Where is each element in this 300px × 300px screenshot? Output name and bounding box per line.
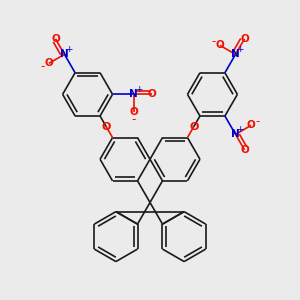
Text: -: -: [132, 113, 136, 126]
Text: N: N: [60, 49, 69, 59]
Text: N: N: [231, 49, 240, 59]
Text: -: -: [41, 60, 45, 73]
Text: N: N: [231, 129, 240, 140]
Text: +: +: [65, 45, 73, 54]
Text: -: -: [212, 35, 216, 48]
Text: O: O: [51, 34, 60, 44]
Text: -: -: [255, 116, 259, 128]
Text: O: O: [240, 145, 249, 155]
Text: O: O: [147, 89, 156, 99]
Text: O: O: [216, 40, 224, 50]
Text: O: O: [247, 120, 256, 130]
Text: O: O: [240, 34, 249, 44]
Text: O: O: [189, 122, 198, 132]
Text: +: +: [236, 125, 244, 134]
Text: O: O: [44, 58, 53, 68]
Text: N: N: [129, 89, 138, 99]
Text: +: +: [135, 85, 142, 94]
Text: +: +: [236, 45, 244, 54]
Text: O: O: [129, 107, 138, 117]
Text: O: O: [102, 122, 111, 132]
